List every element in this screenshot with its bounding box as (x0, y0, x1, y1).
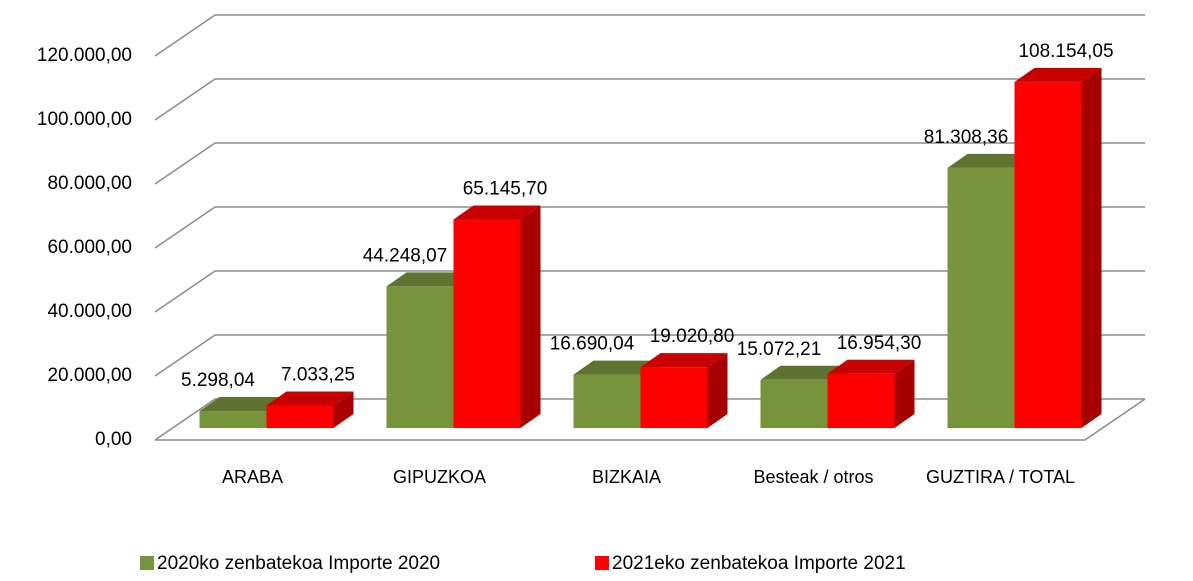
y-tick-label: 0,00 (95, 429, 132, 450)
bar (199, 411, 267, 428)
grid-line (154, 14, 1145, 57)
value-label: 5.298,04 (181, 370, 255, 391)
x-tick-label: ARABA (221, 467, 284, 487)
bar-top (573, 360, 661, 375)
bar (266, 405, 334, 428)
bar (573, 374, 641, 428)
grid-line (154, 78, 1145, 121)
legend-swatch (595, 556, 609, 570)
y-tick-label: 60.000,00 (47, 237, 132, 258)
legend-swatch (140, 556, 154, 570)
grid-line (154, 334, 1145, 377)
y-tick-label: 20.000,00 (47, 365, 132, 386)
x-tick-label: BIZKAIA (591, 467, 662, 487)
legend-label: 2021eko zenbatekoa Importe 2021 (612, 553, 906, 574)
bar (827, 373, 895, 428)
legend-label: 2020ko zenbatekoa Importe 2020 (157, 553, 440, 574)
bar-top (266, 391, 354, 406)
x-tick-label: GUZTIRA / TOTAL (925, 467, 1076, 487)
y-tick-label: 80.000,00 (47, 173, 132, 194)
bar-side (333, 391, 354, 428)
bar (640, 367, 708, 428)
bar-top (640, 353, 728, 368)
bar-top (760, 365, 848, 380)
grid-line (154, 206, 1145, 249)
value-label: 15.072,21 (737, 339, 822, 360)
value-label: 16.690,04 (550, 334, 635, 355)
grid-line (154, 270, 1145, 313)
bar-top (453, 205, 541, 220)
value-label: 16.954,30 (837, 333, 922, 354)
bar-side (520, 205, 541, 428)
bar-side (894, 359, 915, 428)
bar-top (386, 272, 474, 287)
value-label: 65.145,70 (463, 179, 548, 200)
grid-line (154, 142, 1145, 185)
bar (947, 167, 1015, 429)
bar-side (707, 353, 728, 428)
bar-top (827, 359, 915, 374)
bar (453, 219, 521, 428)
value-label: 44.248,07 (363, 245, 448, 266)
y-tick-label: 40.000,00 (47, 301, 132, 322)
floor-edge (155, 398, 1146, 441)
bar-top (1014, 67, 1102, 82)
bar (1014, 81, 1082, 428)
value-label: 108.154,05 (1018, 41, 1113, 62)
value-label: 7.033,25 (281, 365, 355, 386)
bar-side (1081, 67, 1102, 428)
value-label: 81.308,36 (924, 127, 1009, 148)
x-tick-label: GIPUZKOA (392, 467, 486, 487)
bar-top (947, 153, 1035, 168)
bar-top (199, 397, 287, 412)
value-label: 19.020,80 (650, 326, 735, 347)
bar (386, 286, 454, 428)
x-tick-label: Besteak / otros (753, 467, 874, 487)
bar (760, 379, 828, 428)
y-tick-label: 120.000,00 (37, 45, 132, 66)
y-tick-label: 100.000,00 (37, 109, 132, 130)
